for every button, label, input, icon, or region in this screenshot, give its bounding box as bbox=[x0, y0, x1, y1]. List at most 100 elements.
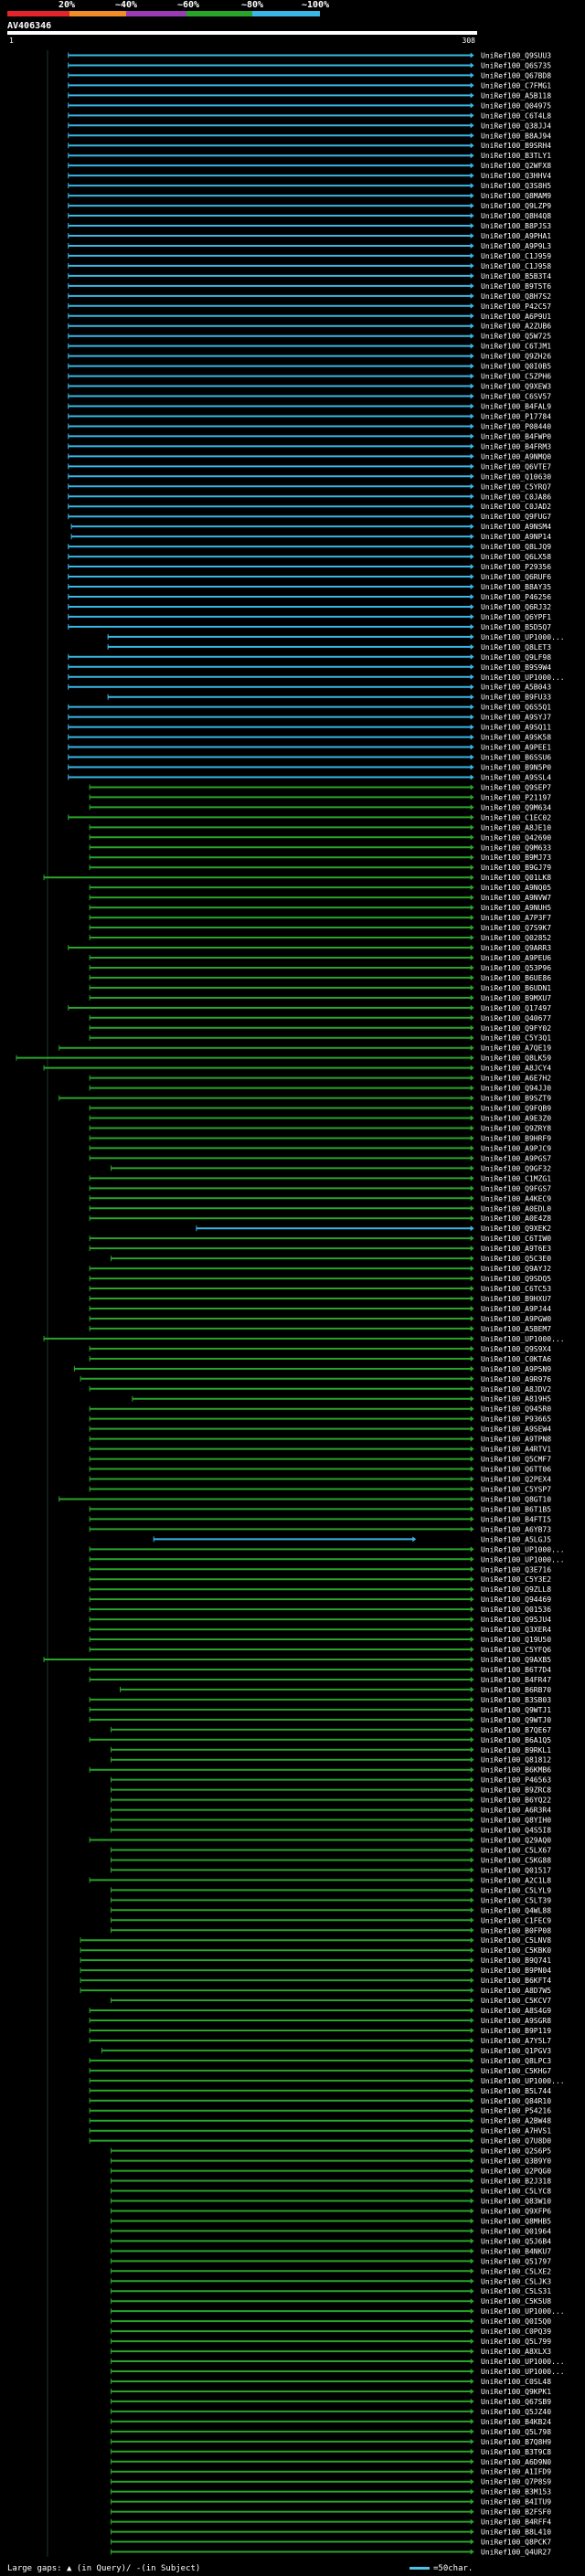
hit-row[interactable]: UniRef100_C5K5U8 bbox=[110, 2297, 551, 2306]
hit-row[interactable]: UniRef100_A9PJC9 bbox=[89, 1144, 551, 1152]
hit-label[interactable]: UniRef100_A9PJC9 bbox=[481, 1144, 551, 1152]
hit-label[interactable]: UniRef100_Q8H4Q8 bbox=[481, 212, 551, 220]
hit-row[interactable]: UniRef100_Q4WL88 bbox=[110, 1906, 551, 1914]
hit-label[interactable]: UniRef100_A2C1L8 bbox=[481, 1876, 551, 1884]
hit-row[interactable]: UniRef100_C6TIW0 bbox=[89, 1235, 551, 1243]
hit-label[interactable]: UniRef100_C6T4L8 bbox=[481, 111, 551, 120]
hit-label[interactable]: UniRef100_A9NMQ0 bbox=[481, 452, 551, 461]
hit-label[interactable]: UniRef100_Q5L798 bbox=[481, 2428, 551, 2436]
hit-row[interactable]: UniRef100_A6R3R4 bbox=[110, 1807, 551, 1815]
hit-label[interactable]: UniRef100_Q5W725 bbox=[481, 333, 551, 341]
hit-label[interactable]: UniRef100_B6KMB6 bbox=[481, 1766, 551, 1775]
hit-label[interactable]: UniRef100_B9RKL1 bbox=[481, 1746, 551, 1754]
hit-row[interactable]: UniRef100_Q9SEP7 bbox=[89, 783, 551, 791]
hit-label[interactable]: UniRef100_Q9ZRY8 bbox=[481, 1124, 551, 1132]
hit-label[interactable]: UniRef100_C5YFQ6 bbox=[481, 1646, 551, 1654]
hit-row[interactable]: UniRef100_P42C57 bbox=[68, 302, 551, 311]
hit-label[interactable]: UniRef100_A6P9U1 bbox=[481, 313, 551, 321]
hit-row[interactable]: UniRef100_A7Y5L7 bbox=[89, 2037, 551, 2045]
hit-label[interactable]: UniRef100_A9SYJ7 bbox=[481, 714, 551, 722]
hit-label[interactable]: UniRef100_Q3S8H5 bbox=[481, 182, 551, 190]
hit-label[interactable]: UniRef100_Q6RUF6 bbox=[481, 573, 551, 581]
hit-label[interactable]: UniRef100_Q42690 bbox=[481, 833, 551, 842]
hit-row[interactable]: UniRef100_Q1PGV3 bbox=[101, 2047, 551, 2055]
hit-row[interactable]: UniRef100_B6YQ22 bbox=[110, 1797, 551, 1805]
hit-label[interactable]: UniRef100_Q9WTJ0 bbox=[481, 1716, 551, 1724]
hit-row[interactable]: UniRef100_C5LT39 bbox=[110, 1896, 551, 1904]
hit-row[interactable]: UniRef100_Q40677 bbox=[89, 1014, 551, 1023]
hit-label[interactable]: UniRef100_C5LYC8 bbox=[481, 2188, 551, 2196]
hit-row[interactable]: UniRef100_C1J959 bbox=[68, 252, 551, 260]
hit-row[interactable]: UniRef100_Q6S735 bbox=[68, 61, 551, 69]
hit-row[interactable]: UniRef100_Q5JZ40 bbox=[110, 2408, 551, 2416]
hit-row[interactable]: UniRef100_A9P5N9 bbox=[73, 1365, 551, 1373]
hit-row[interactable]: UniRef100_B5B3T4 bbox=[68, 272, 551, 281]
hit-row[interactable]: UniRef100_B6T7D4 bbox=[89, 1666, 551, 1674]
hit-row[interactable]: UniRef100_Q01964 bbox=[110, 2227, 551, 2235]
hit-row[interactable]: UniRef100_B6KMB6 bbox=[89, 1766, 551, 1775]
hit-label[interactable]: UniRef100_B9Q741 bbox=[481, 1956, 551, 1965]
hit-row[interactable]: UniRef100_A9PHA1 bbox=[68, 232, 551, 240]
hit-label[interactable]: UniRef100_B4KB24 bbox=[481, 2418, 551, 2426]
hit-row[interactable]: UniRef100_C5LYC8 bbox=[110, 2188, 551, 2196]
hit-row[interactable]: UniRef100_Q5L799 bbox=[110, 2337, 551, 2346]
hit-row[interactable]: UniRef100_A9PGS7 bbox=[89, 1154, 551, 1162]
hit-label[interactable]: UniRef100_B2FSF0 bbox=[481, 2508, 551, 2517]
hit-label[interactable]: UniRef100_B9MJ73 bbox=[481, 853, 551, 862]
hit-label[interactable]: UniRef100_B6UE86 bbox=[481, 974, 551, 982]
hit-label[interactable]: UniRef100_Q9S9X4 bbox=[481, 1345, 551, 1353]
hit-label[interactable]: UniRef100_UP1000... bbox=[481, 2368, 565, 2376]
hit-label[interactable]: UniRef100_A0E4Z8 bbox=[481, 1214, 551, 1223]
hit-row[interactable]: UniRef100_P46563 bbox=[110, 1776, 551, 1785]
hit-row[interactable]: UniRef100_B8L410 bbox=[110, 2528, 551, 2537]
hit-label[interactable]: UniRef100_C5KCV7 bbox=[481, 1997, 551, 2005]
hit-label[interactable]: UniRef100_Q40677 bbox=[481, 1014, 551, 1023]
hit-label[interactable]: UniRef100_A1IFD9 bbox=[481, 2468, 551, 2476]
hit-row[interactable]: UniRef100_B3SB03 bbox=[89, 1696, 551, 1704]
hit-row[interactable]: UniRef100_B5L744 bbox=[89, 2087, 551, 2095]
hit-row[interactable]: UniRef100_A9PJ44 bbox=[89, 1305, 551, 1313]
hit-row[interactable]: UniRef100_Q7S9K7 bbox=[89, 924, 551, 932]
hit-label[interactable]: UniRef100_B9ZRC8 bbox=[481, 1786, 551, 1795]
hit-label[interactable]: UniRef100_C0JA86 bbox=[481, 493, 551, 501]
hit-label[interactable]: UniRef100_A2BW48 bbox=[481, 2117, 551, 2125]
hit-row[interactable]: UniRef100_B9P119 bbox=[89, 2027, 551, 2035]
hit-row[interactable]: UniRef100_C5Y3E2 bbox=[89, 1575, 551, 1584]
hit-label[interactable]: UniRef100_A6D9N0 bbox=[481, 2458, 551, 2466]
hit-label[interactable]: UniRef100_B8AJ94 bbox=[481, 132, 551, 140]
hit-label[interactable]: UniRef100_Q17497 bbox=[481, 1004, 551, 1012]
hit-row[interactable]: UniRef100_P54216 bbox=[89, 2107, 551, 2115]
hit-row[interactable]: UniRef100_A9P9L3 bbox=[68, 242, 551, 250]
hit-label[interactable]: UniRef100_Q9AXB5 bbox=[481, 1656, 551, 1664]
hit-label[interactable]: UniRef100_C5LYL9 bbox=[481, 1886, 551, 1894]
hit-row[interactable]: UniRef100_B6A1Q5 bbox=[89, 1736, 551, 1744]
hit-row[interactable]: UniRef100_Q9XEK2 bbox=[196, 1224, 551, 1233]
hit-label[interactable]: UniRef100_Q2PEX4 bbox=[481, 1476, 551, 1484]
hit-label[interactable]: UniRef100_UP1000... bbox=[481, 633, 565, 641]
hit-row[interactable]: UniRef100_C5YSP7 bbox=[89, 1485, 551, 1493]
hit-label[interactable]: UniRef100_Q8MAM9 bbox=[481, 192, 551, 200]
hit-row[interactable]: UniRef100_Q5C3E0 bbox=[110, 1255, 551, 1263]
hit-label[interactable]: UniRef100_Q7U8D0 bbox=[481, 2137, 551, 2146]
hit-row[interactable]: UniRef100_B2FSF0 bbox=[110, 2508, 551, 2517]
hit-label[interactable]: UniRef100_A4RTV1 bbox=[481, 1446, 551, 1454]
hit-row[interactable]: UniRef100_B0FP08 bbox=[110, 1926, 551, 1935]
hit-row[interactable]: UniRef100_UP1000... bbox=[89, 1545, 565, 1553]
hit-label[interactable]: UniRef100_A9PEU6 bbox=[481, 954, 551, 962]
hit-label[interactable]: UniRef100_A0EDL0 bbox=[481, 1204, 551, 1213]
hit-row[interactable]: UniRef100_C1FEC9 bbox=[110, 1916, 551, 1924]
hit-row[interactable]: UniRef100_A4KEC9 bbox=[89, 1194, 551, 1203]
hit-label[interactable]: UniRef100_B4NKU7 bbox=[481, 2247, 551, 2255]
hit-row[interactable]: UniRef100_Q3HHV4 bbox=[68, 172, 551, 180]
hit-row[interactable]: UniRef100_A9SYJ7 bbox=[68, 714, 551, 722]
hit-label[interactable]: UniRef100_B9S9W4 bbox=[481, 663, 551, 672]
hit-row[interactable]: UniRef100_C6T4L8 bbox=[68, 111, 551, 120]
hit-label[interactable]: UniRef100_B9SZT9 bbox=[481, 1095, 551, 1103]
hit-label[interactable]: UniRef100_C6TIW0 bbox=[481, 1235, 551, 1243]
hit-label[interactable]: UniRef100_A9SQ11 bbox=[481, 724, 551, 732]
hit-label[interactable]: UniRef100_C5YSP7 bbox=[481, 1485, 551, 1493]
hit-row[interactable]: UniRef100_Q9XFP6 bbox=[110, 2207, 551, 2215]
hit-label[interactable]: UniRef100_Q67BD8 bbox=[481, 71, 551, 80]
hit-row[interactable]: UniRef100_Q9SUU3 bbox=[68, 51, 551, 59]
hit-row[interactable]: UniRef100_Q3B9Y0 bbox=[110, 2157, 551, 2166]
